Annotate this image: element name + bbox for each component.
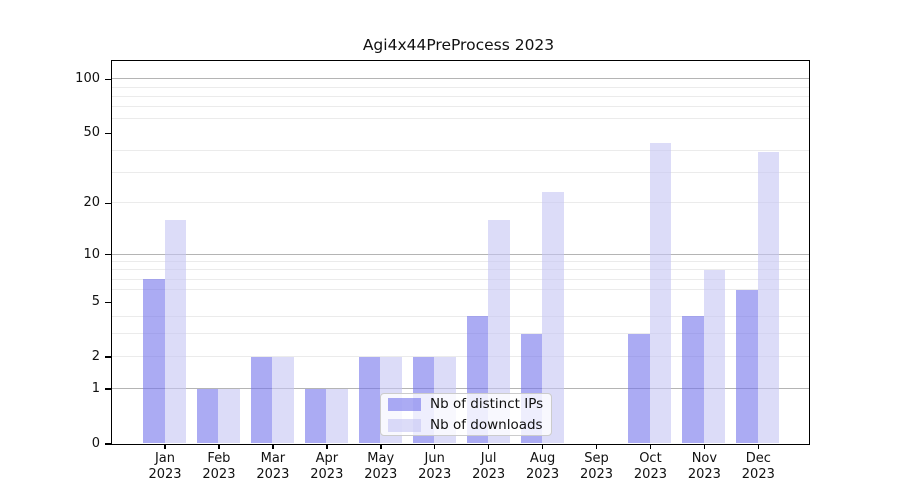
x-tick-label-jan: Jan 2023 [135,451,195,483]
y-tick-label-5: 5 [91,294,100,310]
x-tick-jan [164,444,166,449]
x-tick-year-nov: 2023 [687,467,721,482]
bar-downloads-aug [542,192,564,444]
legend-label-downloads: Nb of downloads [430,417,543,433]
gridline-minor-60 [111,118,809,120]
x-tick-label-may: May 2023 [351,451,411,483]
y-tick-label-20: 20 [83,195,100,211]
x-tick-label-sep: Sep 2023 [567,451,627,483]
x-tick-label-aug: Aug 2023 [513,451,573,483]
x-tick-label-feb: Feb 2023 [189,451,249,483]
bar-downloads-oct [649,142,672,444]
gridline-minor-80 [111,95,809,97]
y-tick-label-2: 2 [91,349,100,365]
plot-area [110,59,810,445]
y-tick-label-10: 10 [83,246,100,262]
legend-label-distinct-ips: Nb of distinct IPs [430,396,544,412]
x-tick-dec [757,444,760,449]
gridline-minor-2 [111,356,809,358]
x-tick-sep [595,444,598,449]
gridline-major-10 [111,253,809,255]
x-tick-year-jan: 2023 [148,467,182,482]
gridline-minor-40 [111,149,809,151]
gridline-minor-8 [111,269,809,271]
x-tick-aug [541,444,544,449]
gridline-major-100 [111,78,809,80]
x-tick-jun [433,444,436,449]
x-tick-label-apr: Apr 2023 [297,451,357,483]
y-tick-label-100: 100 [75,71,100,87]
legend-item-downloads: Nb of downloads [388,417,551,433]
y-tick-1 [105,388,111,390]
y-tick-2 [105,356,111,358]
bar-ips-dec [736,289,758,444]
gridline-major-1 [111,388,809,390]
x-tick-mar [272,444,274,449]
x-tick-year-sep: 2023 [579,467,614,482]
x-tick-feb [218,444,220,449]
y-tick-20 [105,202,111,205]
x-tick-may [380,444,382,449]
x-tick-year-jul: 2023 [472,467,506,482]
y-tick-0 [105,443,111,445]
x-tick-label-nov: Nov 2023 [674,451,734,483]
gridline-minor-90 [111,86,809,88]
bar-downloads-jul [488,219,510,444]
gridline-minor-30 [111,171,809,173]
x-tick-year-oct: 2023 [633,467,667,482]
y-tick-label-1: 1 [91,381,100,397]
gridline-minor-3 [111,333,809,335]
x-tick-label-jul: Jul 2023 [459,451,519,483]
y-tick-100 [105,78,111,81]
bar-ips-nov [682,316,704,444]
x-tick-jul [487,444,490,449]
bar-downloads-dec [757,151,780,444]
x-tick-oct [649,444,652,449]
gridline-minor-20 [111,202,809,204]
bar-downloads-nov [703,269,726,444]
bar-ips-mar [250,356,273,444]
y-tick-5 [105,301,111,304]
gridline-minor-4 [111,315,809,317]
x-tick-year-feb: 2023 [202,467,236,482]
x-tick-apr [326,444,328,449]
y-tick-10 [105,253,111,256]
x-tick-year-may: 2023 [364,467,398,482]
legend: Nb of distinct IPs Nb of downloads [380,393,552,436]
x-tick-year-jun: 2023 [418,467,452,482]
x-tick-label-oct: Oct 2023 [620,451,680,483]
bar-ips-may [358,356,381,444]
y-tick-50 [105,132,111,135]
bar-downloads-jan [164,219,186,444]
bar-ips-apr [304,388,327,444]
x-tick-year-mar: 2023 [256,467,290,482]
bar-ips-feb [196,388,219,444]
bar-downloads-apr [326,388,348,444]
legend-item-distinct-ips: Nb of distinct IPs [388,396,551,412]
gridline-minor-70 [111,106,809,108]
y-tick-label-0: 0 [91,436,100,451]
y-tick-label-50: 50 [83,125,100,141]
bar-downloads-feb [218,388,240,444]
x-tick-label-mar: Mar 2023 [243,451,303,483]
x-tick-year-apr: 2023 [310,467,344,482]
gridline-minor-7 [111,278,809,280]
bar-ips-jan [143,279,165,444]
bar-ips-oct [628,333,650,444]
bar-downloads-mar [272,356,294,444]
legend-swatch-distinct-ips-icon [388,397,421,411]
x-tick-year-dec: 2023 [741,467,775,482]
gridline-minor-6 [111,289,809,291]
legend-swatch-downloads-icon [388,418,421,432]
gridline-minor-9 [111,261,809,263]
x-tick-nov [703,444,706,449]
x-tick-year-aug: 2023 [526,467,560,482]
x-tick-label-jun: Jun 2023 [405,451,465,483]
x-tick-label-dec: Dec 2023 [728,451,788,483]
chart-title: Agi4x44PreProcess 2023 [362,36,555,54]
